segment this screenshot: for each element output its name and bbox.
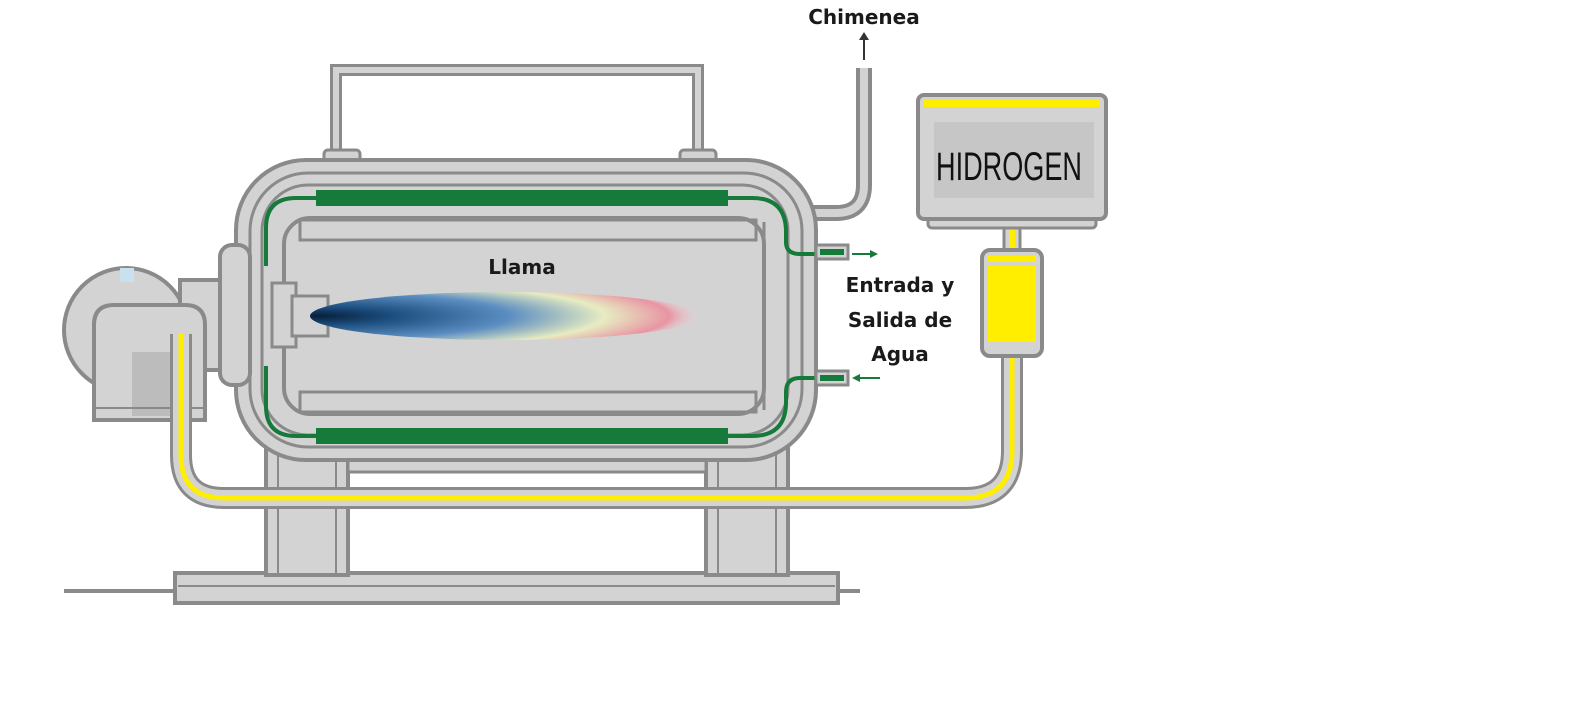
hydrogen-filter bbox=[980, 248, 1044, 358]
water-label-line3: Agua bbox=[871, 342, 929, 366]
water-inlet-nozzle bbox=[814, 369, 850, 387]
hydrogen-tank-label: HIDROGEN bbox=[936, 145, 1082, 189]
chimney-arrow bbox=[859, 32, 869, 60]
flame-shape bbox=[310, 292, 700, 340]
flame-label: Llama bbox=[488, 255, 555, 279]
top-handle bbox=[322, 64, 718, 166]
hydrogen-tank bbox=[916, 93, 1108, 230]
chimney-pipe bbox=[800, 68, 872, 221]
water-outlet-nozzle bbox=[814, 243, 850, 261]
support-legs bbox=[264, 443, 790, 577]
ground-base bbox=[64, 571, 860, 605]
water-inlet-arrow bbox=[852, 374, 880, 382]
water-outlet-arrow bbox=[852, 250, 878, 258]
burner-unit bbox=[62, 266, 232, 422]
water-label-line2: Salida de bbox=[848, 308, 952, 332]
chimney-label: Chimenea bbox=[808, 5, 919, 29]
water-label-line1: Entrada y bbox=[846, 273, 955, 297]
